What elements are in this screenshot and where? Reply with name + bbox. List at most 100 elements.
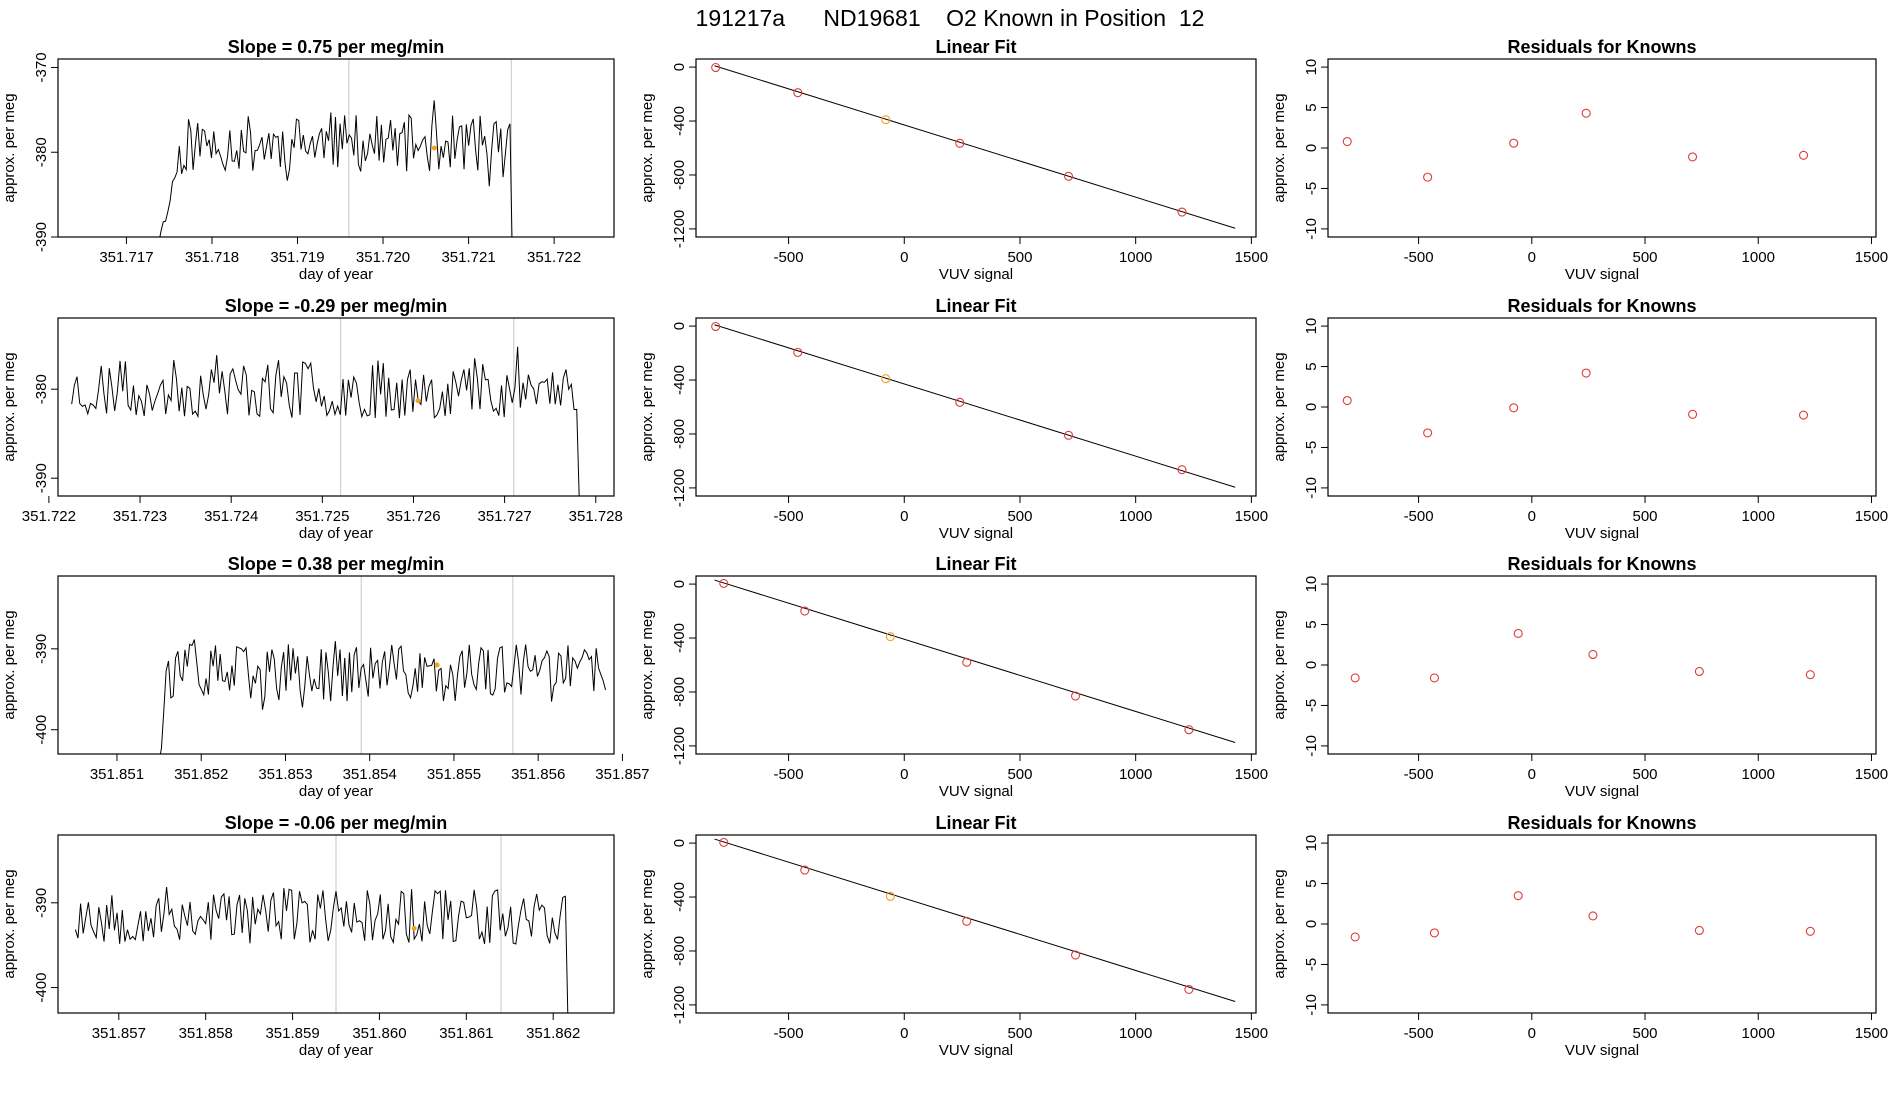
y-tick-label: 0 [1303, 661, 1320, 669]
x-tick-label: 351.856 [511, 766, 565, 783]
data-point [1509, 403, 1519, 413]
highlight-point [411, 925, 417, 931]
x-axis-label: day of year [299, 525, 373, 542]
y-tick-label: 5 [1303, 879, 1320, 887]
data-point [719, 578, 729, 588]
data-point [1509, 138, 1519, 148]
x-tick-label: 500 [1007, 508, 1032, 525]
plot-frame [695, 575, 1257, 755]
data-point [962, 657, 972, 667]
data-point [1429, 928, 1439, 938]
y-axis-label: approx. per meg [1271, 352, 1288, 461]
y-tick-label: 10 [1303, 318, 1320, 335]
y-tick-label: -390 [33, 463, 50, 493]
data-series-line [159, 639, 607, 754]
y-tick-label: 0 [671, 63, 688, 71]
plot-frame [695, 834, 1257, 1014]
data-point [1177, 465, 1187, 475]
plot-frame [1327, 317, 1877, 497]
x-tick-label: 351.855 [427, 766, 481, 783]
data-point [1064, 171, 1074, 181]
plot-frame [57, 575, 615, 755]
y-tick-label: -400 [671, 106, 688, 136]
x-tick-label: 0 [1528, 766, 1536, 783]
y-tick-label: -400 [671, 623, 688, 653]
data-point [1177, 207, 1187, 217]
x-tick-label: 1000 [1742, 249, 1775, 266]
data-point [1581, 108, 1591, 118]
x-tick-label: 1000 [1119, 508, 1152, 525]
x-axis-label: VUV signal [939, 1042, 1013, 1059]
y-tick-label: -5 [1303, 699, 1320, 712]
x-tick-label: 351.860 [352, 1025, 406, 1042]
y-tick-label: 0 [1303, 920, 1320, 928]
x-tick-label: 1000 [1742, 1025, 1775, 1042]
x-tick-label: 351.724 [204, 508, 258, 525]
x-tick-label: 1500 [1235, 508, 1268, 525]
data-point [711, 62, 721, 73]
x-axis-label: VUV signal [1565, 266, 1639, 283]
highlight-point [881, 374, 891, 384]
y-tick-label: -5 [1303, 441, 1320, 454]
x-tick-label: 351.861 [439, 1025, 493, 1042]
fit-line [714, 65, 1236, 229]
plot-frame [695, 317, 1257, 497]
y-tick-label: -400 [33, 973, 50, 1003]
x-tick-label: 1500 [1855, 508, 1888, 525]
x-tick-label: 351.859 [265, 1025, 319, 1042]
x-tick-label: 351.858 [179, 1025, 233, 1042]
x-tick-label: 500 [1633, 508, 1658, 525]
x-tick-label: 1000 [1119, 1025, 1152, 1042]
data-point [1694, 925, 1704, 936]
x-axis-label: VUV signal [1565, 525, 1639, 542]
plot-frame [57, 317, 615, 497]
x-tick-label: 0 [900, 766, 908, 783]
chart-title: Residuals for Knowns [1507, 37, 1696, 57]
data-point [955, 138, 965, 148]
data-series-line [159, 100, 513, 237]
chart-title: Linear Fit [935, 296, 1016, 316]
x-tick-label: 351.854 [343, 766, 397, 783]
y-tick-label: -1200 [671, 986, 688, 1024]
data-point [1423, 172, 1433, 182]
highlight-point [415, 398, 421, 404]
data-point [962, 916, 972, 926]
y-axis-label: approx. per meg [639, 93, 656, 202]
y-tick-label: -400 [671, 882, 688, 912]
y-axis-label: approx. per meg [1, 93, 18, 202]
y-tick-label: -1200 [671, 469, 688, 507]
x-tick-label: -500 [1404, 766, 1434, 783]
data-series-line [71, 346, 580, 496]
x-tick-label: 351.725 [295, 508, 349, 525]
y-tick-label: -10 [1303, 994, 1320, 1016]
y-tick-label: -5 [1303, 182, 1320, 195]
x-tick-label: 1500 [1855, 1025, 1888, 1042]
x-tick-label: 351.857 [92, 1025, 146, 1042]
y-tick-label: 0 [1303, 403, 1320, 411]
y-axis-label: approx. per meg [639, 869, 656, 978]
data-point [793, 347, 803, 357]
data-point [800, 606, 810, 616]
y-tick-label: 5 [1303, 620, 1320, 628]
x-axis-label: day of year [299, 783, 373, 800]
x-tick-label: 0 [900, 249, 908, 266]
x-tick-label: 500 [1007, 766, 1032, 783]
x-tick-label: 351.852 [174, 766, 228, 783]
y-tick-label: 0 [1303, 144, 1320, 152]
data-point [1688, 152, 1698, 162]
data-point [1513, 628, 1523, 638]
x-tick-label: 500 [1007, 249, 1032, 266]
fit-line [714, 579, 1236, 744]
y-axis-label: approx. per meg [639, 610, 656, 719]
y-axis-label: approx. per meg [1, 610, 18, 719]
y-tick-label: -10 [1303, 477, 1320, 499]
x-tick-label: 1500 [1235, 1025, 1268, 1042]
y-tick-label: 10 [1303, 59, 1320, 76]
x-tick-label: -500 [774, 1025, 804, 1042]
y-axis-label: approx. per meg [1271, 869, 1288, 978]
chart-title: Slope = 0.75 per meg/min [228, 37, 445, 57]
data-point [1798, 410, 1809, 420]
x-tick-label: 500 [1633, 1025, 1658, 1042]
x-tick-label: 1000 [1742, 766, 1775, 783]
y-axis-label: approx. per meg [1, 869, 18, 978]
